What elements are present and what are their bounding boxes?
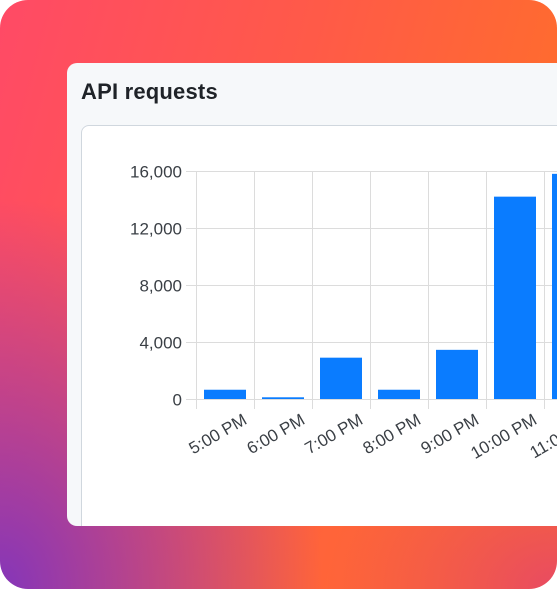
- x-tick-label: 8:00 PM: [360, 410, 424, 458]
- bar: [378, 389, 420, 399]
- x-tick-label: 5:00 PM: [186, 410, 250, 458]
- bar-chart: 0 4,000 8,000 12,000 16,000 5:00 PM6:00 PM7:0…: [130, 163, 557, 463]
- y-tick-label: 0: [173, 391, 182, 410]
- bar: [552, 173, 557, 399]
- bar: [204, 389, 246, 399]
- bar: [262, 397, 304, 399]
- bar: [494, 196, 536, 399]
- x-tick-label: 7:00 PM: [302, 410, 366, 458]
- y-tick-label: 12,000: [130, 220, 182, 239]
- y-tick-label: 8,000: [139, 277, 182, 296]
- api-requests-card: API requests 0 4,000 8,000 12,000 16,000 5:00…: [67, 63, 557, 526]
- x-tick-label: 6:00 PM: [244, 410, 308, 458]
- card-title: API requests: [81, 79, 218, 104]
- x-tick-label: 10:00 PM: [467, 410, 540, 463]
- chart-panel: [81, 125, 557, 526]
- bar: [436, 349, 478, 399]
- y-tick-label: 16,000: [130, 163, 182, 182]
- bar: [320, 357, 362, 399]
- y-tick-label: 4,000: [139, 334, 182, 353]
